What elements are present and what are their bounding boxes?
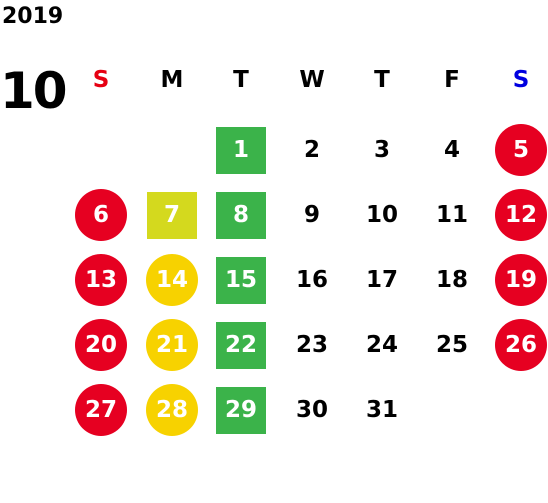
day: 25 (435, 332, 468, 358)
day: 11 (435, 202, 468, 228)
weekday: S (92, 67, 110, 93)
day-circle: 19 (495, 254, 547, 306)
day-square: 15 (216, 256, 266, 304)
day: 31 (365, 397, 398, 423)
day: 30 (295, 397, 328, 423)
day-circle: 28 (146, 384, 198, 436)
day: 10 (365, 202, 398, 228)
weekday: S (512, 67, 530, 93)
day: 16 (295, 267, 328, 293)
day: 17 (365, 267, 398, 293)
weekday: T (233, 67, 249, 93)
day-square: 7 (147, 191, 197, 239)
day-circle: 12 (495, 189, 547, 241)
day-square: 8 (216, 191, 266, 239)
day-circle: 20 (75, 319, 127, 371)
day: 18 (435, 267, 468, 293)
weekday: M (160, 67, 184, 93)
day-circle: 27 (75, 384, 127, 436)
day: 23 (295, 332, 328, 358)
day-circle: 26 (495, 319, 547, 371)
day-square: 1 (216, 126, 266, 174)
day: 3 (373, 137, 390, 163)
day-circle: 21 (146, 319, 198, 371)
day-square: 22 (216, 321, 266, 369)
day-circle: 14 (146, 254, 198, 306)
weekday: T (374, 67, 390, 93)
year: 2019 (2, 4, 64, 29)
day-square: 29 (216, 386, 266, 434)
day: 4 (443, 137, 460, 163)
day: 2 (303, 137, 320, 163)
weekday: W (299, 67, 325, 93)
day-circle: 5 (495, 124, 547, 176)
weekday: F (444, 67, 460, 93)
day: 9 (303, 202, 320, 228)
day: 24 (365, 332, 398, 358)
month: 10 (0, 62, 68, 120)
day-circle: 6 (75, 189, 127, 241)
day-circle: 13 (75, 254, 127, 306)
